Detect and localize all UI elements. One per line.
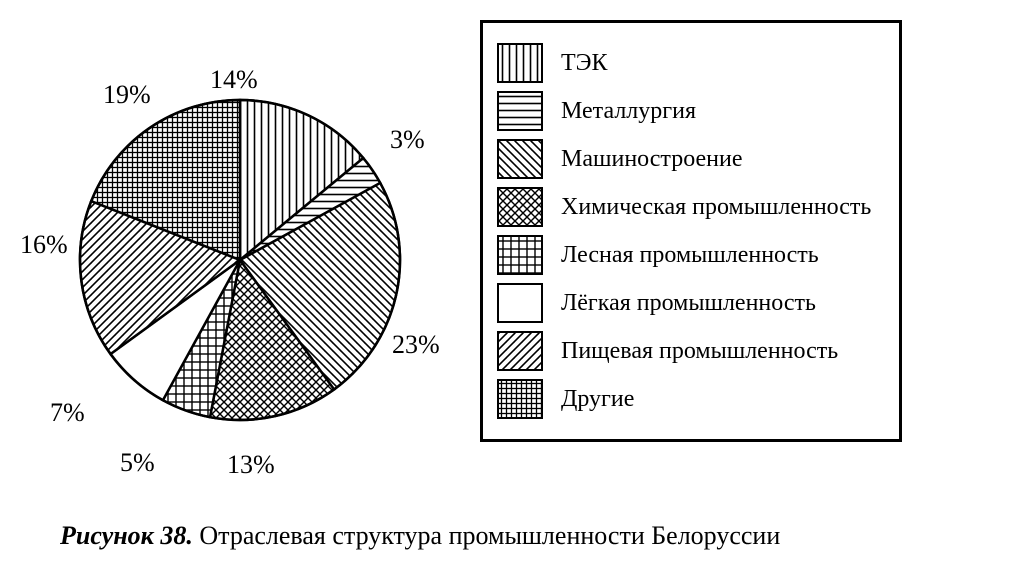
pct-label: 23% [392,330,440,360]
pct-label: 5% [120,448,155,478]
pct-label: 13% [227,450,275,480]
legend-swatch [497,187,543,227]
legend-label: Другие [561,386,634,413]
pie-svg [20,30,460,490]
legend-swatch [497,379,543,419]
legend-label: Металлургия [561,98,696,125]
legend-item: Лесная промышленность [497,235,871,275]
legend-swatch [497,331,543,371]
legend-label: Машиностроение [561,146,742,173]
legend-item: Лёгкая промышленность [497,283,871,323]
legend-item: Металлургия [497,91,871,131]
legend-item: Пищевая промышленность [497,331,871,371]
legend-item: ТЭК [497,43,871,83]
legend-swatch [497,283,543,323]
figure-caption: Рисунок 38. Отраслевая структура промышл… [60,521,780,551]
legend-item: Машиностроение [497,139,871,179]
pct-label: 7% [50,398,85,428]
legend-item: Другие [497,379,871,419]
legend-swatch [497,139,543,179]
pct-label: 14% [210,65,258,95]
legend-label: ТЭК [561,50,608,77]
caption-prefix: Рисунок 38. [60,521,193,550]
pie-chart: 14%3%23%13%5%7%16%19% [20,30,460,450]
legend-label: Лесная промышленность [561,242,819,269]
legend-item: Химическая промышленность [497,187,871,227]
legend-swatch [497,235,543,275]
legend-swatch [497,91,543,131]
legend-swatch [497,43,543,83]
caption-text: Отраслевая структура промышленности Бело… [193,521,780,550]
pct-label: 16% [20,230,68,260]
legend-label: Лёгкая промышленность [561,290,816,317]
legend: ТЭК Металлургия Машиностроение Химическая п… [480,20,902,442]
pct-label: 19% [103,80,151,110]
legend-label: Пищевая промышленность [561,338,838,365]
legend-label: Химическая промышленность [561,194,871,221]
pct-label: 3% [390,125,425,155]
